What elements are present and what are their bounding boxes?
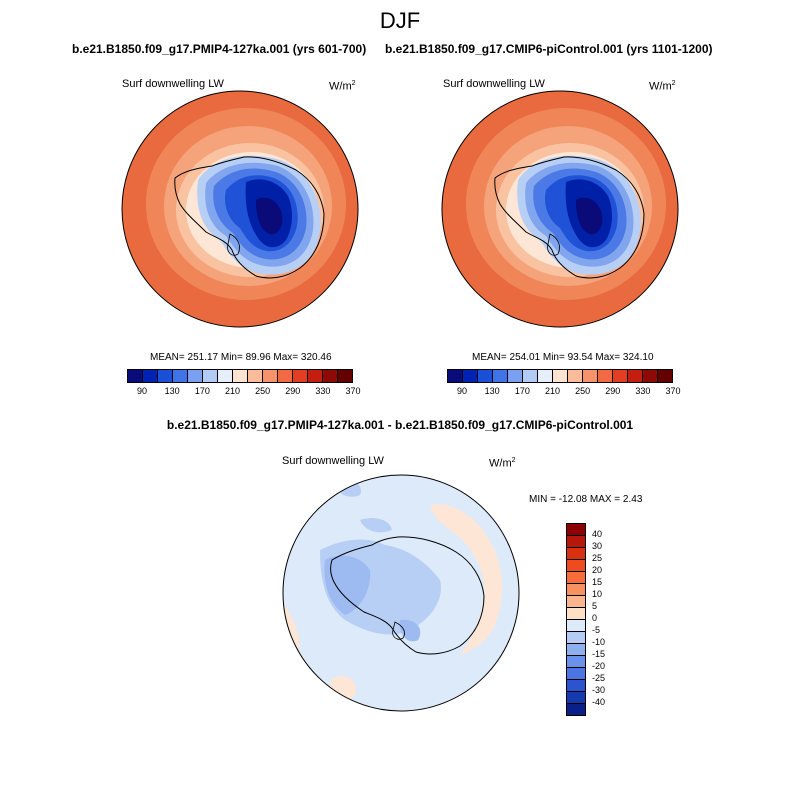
colorbar-swatch (188, 370, 203, 382)
right-units: W/m2 (649, 80, 676, 93)
colorbar-swatch (338, 370, 352, 382)
colorbar-swatch (323, 370, 338, 382)
colorbar-swatch (567, 608, 585, 620)
colorbar-tick-label: 370 (345, 386, 361, 396)
colorbar-swatch (567, 680, 585, 692)
colorbar-swatch (128, 370, 143, 382)
left-variable-label: Surf downwelling LW (122, 78, 224, 90)
diff-units: W/m2 (489, 457, 516, 470)
colorbar-swatch (248, 370, 263, 382)
colorbar-tick-label: 330 (315, 386, 331, 396)
colorbar-swatch (567, 692, 585, 704)
colorbar-swatch (567, 644, 585, 656)
colorbar-tick-label: 25 (592, 553, 603, 563)
colorbar-tick-label: 250 (255, 386, 271, 396)
colorbar-swatch (567, 536, 585, 548)
colorbar-tick-label: -25 (592, 673, 606, 683)
diff-panel-title: b.e21.B1850.f09_g17.PMIP4-127ka.001 - b.… (166, 418, 634, 432)
colorbar-swatch (598, 370, 613, 382)
colorbar-swatch (293, 370, 308, 382)
colorbar-tick-label: -40 (592, 697, 606, 707)
colorbar-swatch (463, 370, 478, 382)
colorbar-swatch (613, 370, 628, 382)
colorbar-tick-label: 210 (544, 386, 560, 396)
colorbar-swatch (567, 596, 585, 608)
colorbar-tick-label: 0 (592, 613, 598, 623)
diff-stats: MIN = -12.08 MAX = 2.43 (529, 494, 643, 505)
left-colorbar: 90 130 170 210 250 290 330 370 (127, 369, 361, 397)
colorbar-swatch (143, 370, 158, 382)
colorbar-swatch (567, 548, 585, 560)
colorbar-swatch (478, 370, 493, 382)
colorbar-swatch (173, 370, 188, 382)
colorbar-swatch (567, 584, 585, 596)
colorbar-swatch (567, 632, 585, 644)
colorbar-swatch (567, 560, 585, 572)
colorbar-swatch (538, 370, 553, 382)
colorbar-swatch (553, 370, 568, 382)
colorbar-tick-label: 370 (665, 386, 681, 396)
colorbar-swatch (308, 370, 323, 382)
figure-title: DJF (379, 8, 421, 33)
colorbar-swatch (567, 572, 585, 584)
colorbar-swatch (218, 370, 233, 382)
colorbar-tick-label: 5 (592, 601, 598, 611)
colorbar-tick-label: 130 (164, 386, 180, 396)
colorbar-tick-label: 290 (605, 386, 621, 396)
colorbar-swatch (278, 370, 293, 382)
left-panel-title: b.e21.B1850.f09_g17.PMIP4-127ka.001 (yrs… (72, 42, 367, 56)
colorbar-swatch (158, 370, 173, 382)
right-stats: MEAN= 254.01 Min= 93.54 Max= 324.10 (472, 352, 654, 363)
colorbar-tick-label: 170 (514, 386, 530, 396)
colorbar-swatch (567, 524, 585, 536)
left-stats: MEAN= 251.17 Min= 89.96 Max= 320.46 (150, 352, 332, 363)
colorbar-swatch (567, 656, 585, 668)
right-colorbar: 90 130 170 210 250 290 330 370 (447, 369, 681, 397)
colorbar-tick-label: 290 (285, 386, 301, 396)
colorbar-swatch (203, 370, 218, 382)
colorbar-swatch (493, 370, 508, 382)
colorbar-tick-label: 10 (592, 589, 603, 599)
colorbar-swatch (508, 370, 523, 382)
colorbar-tick-label: 90 (457, 386, 468, 396)
colorbar-swatch (448, 370, 463, 382)
colorbar-tick-label: 40 (592, 529, 603, 539)
colorbar-tick-label: -10 (592, 637, 606, 647)
colorbar-swatch (583, 370, 598, 382)
colorbar-tick-label: 330 (635, 386, 651, 396)
colorbar-tick-label: 250 (575, 386, 591, 396)
colorbar-swatch (567, 704, 585, 715)
colorbar-swatch (628, 370, 643, 382)
colorbar-tick-label: 30 (592, 541, 603, 551)
colorbar-swatch (568, 370, 583, 382)
colorbar-tick-label: 15 (592, 577, 603, 587)
colorbar-swatch (567, 668, 585, 680)
diff-variable-label: Surf downwelling LW (282, 455, 384, 467)
colorbar-swatch (233, 370, 248, 382)
right-panel-title: b.e21.B1850.f09_g17.CMIP6-piControl.001 … (385, 42, 713, 56)
colorbar-swatch (263, 370, 278, 382)
left-units: W/m2 (329, 80, 356, 93)
colorbar-tick-label: 170 (194, 386, 210, 396)
colorbar-swatch (643, 370, 658, 382)
colorbar-tick-label: -15 (592, 649, 606, 659)
diff-colorbar: 40 30 25 20 15 10 5 0 -5 -10 -15 -20 -25 -30 -40 (566, 523, 605, 716)
colorbar-swatch (523, 370, 538, 382)
colorbar-tick-label: -5 (592, 625, 601, 635)
colorbar-tick-label: -20 (592, 661, 606, 671)
colorbar-tick-label: -30 (592, 685, 606, 695)
colorbar-tick-label: 130 (484, 386, 500, 396)
colorbar-swatch (658, 370, 672, 382)
colorbar-tick-label: 90 (137, 386, 148, 396)
colorbar-tick-label: 210 (224, 386, 240, 396)
colorbar-tick-label: 20 (592, 565, 603, 575)
right-variable-label: Surf downwelling LW (443, 78, 545, 90)
colorbar-swatch (567, 620, 585, 632)
